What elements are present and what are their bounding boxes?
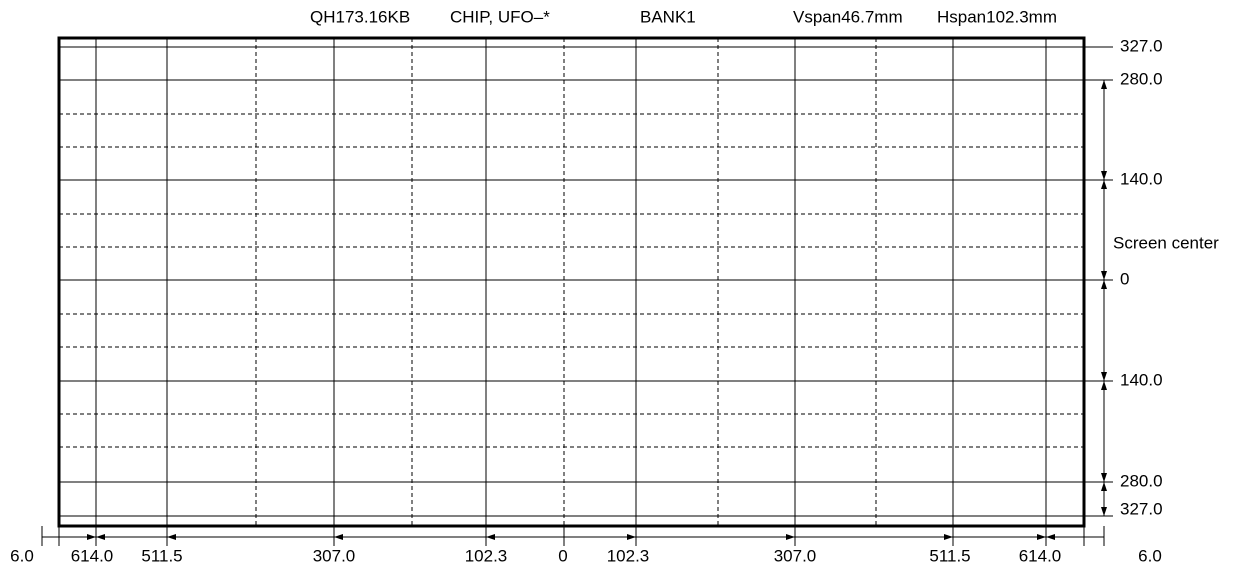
right-label: 280.0 (1120, 471, 1163, 490)
bottom-label: 614.0 (71, 546, 114, 565)
arrow (96, 534, 105, 540)
arrow (1101, 507, 1107, 516)
header-bank: BANK1 (640, 7, 696, 26)
arrow (1101, 180, 1107, 189)
bottom-label: 6.0 (10, 546, 34, 565)
header-hspan: Hspan102.3mm (937, 7, 1057, 26)
grid (59, 38, 1084, 526)
screen-frame (57, 36, 1086, 528)
right-label: 327.0 (1120, 499, 1163, 518)
arrow (486, 534, 495, 540)
right-label: 140.0 (1120, 169, 1163, 188)
arrow (1101, 372, 1107, 381)
arrow (786, 534, 795, 540)
arrow (1101, 280, 1107, 289)
arrow (1101, 482, 1107, 491)
arrow (1101, 271, 1107, 280)
bottom-label: 102.3 (607, 546, 650, 565)
bottom-label: 307.0 (774, 546, 817, 565)
right-label: 140.0 (1120, 370, 1163, 389)
arrow (1101, 473, 1107, 482)
arrow (1101, 381, 1107, 390)
header-model: QH173.16KB (310, 7, 410, 26)
arrow (334, 534, 343, 540)
header-chip: CHIP, UFO–* (450, 7, 550, 26)
arrow (627, 534, 636, 540)
right-label: Screen center (1113, 233, 1219, 252)
bottom-label: 614.0 (1019, 546, 1062, 565)
header-vspan: Vspan46.7mm (793, 7, 903, 26)
bottom-label: 307.0 (313, 546, 356, 565)
arrow (1046, 534, 1055, 540)
arrow (1101, 171, 1107, 180)
bottom-label: 6.0 (1138, 546, 1162, 565)
arrow (1037, 534, 1046, 540)
right-label: 327.0 (1120, 36, 1163, 55)
bottom-label: 511.5 (929, 546, 970, 565)
bottom-label: 0 (558, 546, 567, 565)
arrow (167, 534, 176, 540)
arrow (944, 534, 953, 540)
bottom-label: 511.5 (141, 546, 182, 565)
right-label: 0 (1120, 269, 1129, 288)
bottom-label: 102.3 (465, 546, 508, 565)
arrow (87, 534, 96, 540)
right-label: 280.0 (1120, 69, 1163, 88)
arrow (1101, 80, 1107, 89)
